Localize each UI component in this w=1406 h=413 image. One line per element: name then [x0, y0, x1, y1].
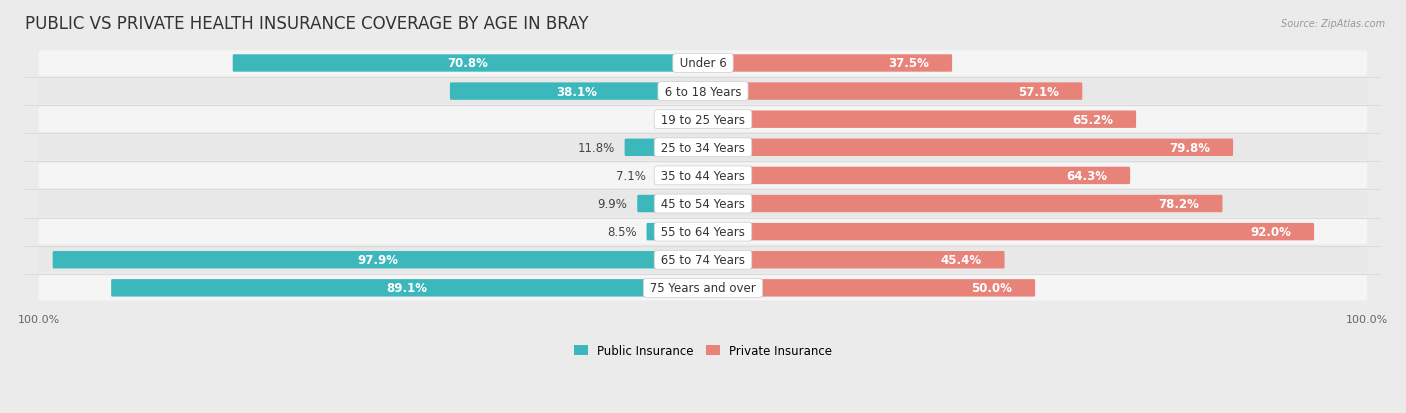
FancyBboxPatch shape	[39, 135, 1367, 161]
Legend: Public Insurance, Private Insurance: Public Insurance, Private Insurance	[569, 339, 837, 362]
FancyBboxPatch shape	[39, 51, 1367, 76]
Text: 6 to 18 Years: 6 to 18 Years	[661, 85, 745, 98]
FancyBboxPatch shape	[39, 79, 1367, 104]
FancyBboxPatch shape	[655, 167, 703, 185]
Text: PUBLIC VS PRIVATE HEALTH INSURANCE COVERAGE BY AGE IN BRAY: PUBLIC VS PRIVATE HEALTH INSURANCE COVER…	[25, 15, 589, 33]
FancyBboxPatch shape	[39, 107, 1367, 133]
Text: 97.9%: 97.9%	[357, 254, 398, 267]
Text: 7.1%: 7.1%	[616, 169, 645, 183]
Text: 37.5%: 37.5%	[889, 57, 929, 70]
FancyBboxPatch shape	[703, 195, 1222, 213]
FancyBboxPatch shape	[39, 164, 1367, 189]
Text: 70.8%: 70.8%	[447, 57, 488, 70]
FancyBboxPatch shape	[39, 191, 1367, 217]
FancyBboxPatch shape	[703, 167, 1130, 185]
Text: 50.0%: 50.0%	[972, 282, 1012, 294]
FancyBboxPatch shape	[450, 83, 703, 100]
Text: 57.1%: 57.1%	[1018, 85, 1059, 98]
FancyBboxPatch shape	[703, 55, 952, 73]
Text: 79.8%: 79.8%	[1168, 142, 1209, 154]
Text: 8.5%: 8.5%	[607, 225, 637, 239]
Text: 11.8%: 11.8%	[578, 142, 614, 154]
Text: 45.4%: 45.4%	[941, 254, 981, 267]
FancyBboxPatch shape	[703, 83, 1083, 100]
Text: 55 to 64 Years: 55 to 64 Years	[657, 225, 749, 239]
FancyBboxPatch shape	[52, 252, 703, 269]
Text: 92.0%: 92.0%	[1250, 225, 1291, 239]
Text: 19 to 25 Years: 19 to 25 Years	[657, 114, 749, 126]
FancyBboxPatch shape	[39, 247, 1367, 273]
Text: 9.9%: 9.9%	[598, 197, 627, 211]
Text: 64.3%: 64.3%	[1066, 169, 1107, 183]
FancyBboxPatch shape	[39, 219, 1367, 244]
Text: 25 to 34 Years: 25 to 34 Years	[657, 142, 749, 154]
Text: 78.2%: 78.2%	[1159, 197, 1199, 211]
FancyBboxPatch shape	[624, 139, 703, 157]
Text: 89.1%: 89.1%	[387, 282, 427, 294]
FancyBboxPatch shape	[703, 139, 1233, 157]
FancyBboxPatch shape	[703, 252, 1004, 269]
Text: 38.1%: 38.1%	[555, 85, 598, 98]
Text: 75 Years and over: 75 Years and over	[647, 282, 759, 294]
FancyBboxPatch shape	[703, 280, 1035, 297]
Text: 65.2%: 65.2%	[1071, 114, 1114, 126]
Text: Under 6: Under 6	[676, 57, 730, 70]
FancyBboxPatch shape	[647, 223, 703, 241]
FancyBboxPatch shape	[703, 111, 1136, 128]
Text: 65 to 74 Years: 65 to 74 Years	[657, 254, 749, 267]
FancyBboxPatch shape	[111, 280, 703, 297]
FancyBboxPatch shape	[233, 55, 703, 73]
Text: 45 to 54 Years: 45 to 54 Years	[657, 197, 749, 211]
Text: 0.0%: 0.0%	[664, 114, 693, 126]
Text: Source: ZipAtlas.com: Source: ZipAtlas.com	[1281, 19, 1385, 28]
FancyBboxPatch shape	[703, 223, 1315, 241]
FancyBboxPatch shape	[637, 195, 703, 213]
Text: 35 to 44 Years: 35 to 44 Years	[657, 169, 749, 183]
FancyBboxPatch shape	[39, 275, 1367, 301]
